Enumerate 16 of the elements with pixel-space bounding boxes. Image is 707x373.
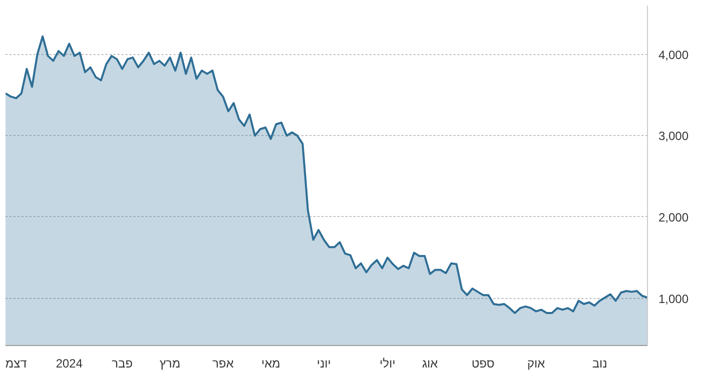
x-tick-label: 2024 (56, 356, 83, 370)
x-tick-label: אוק (527, 356, 546, 370)
y-tick-label: 2,000 (658, 210, 689, 224)
x-tick-label: יוני (316, 356, 331, 370)
x-tick-label: אוג (422, 356, 438, 370)
x-tick-label: מרץ (160, 356, 180, 370)
y-tick-label: 1,000 (658, 292, 689, 306)
y-tick-label: 4,000 (658, 48, 689, 62)
x-tick-label: ספט (472, 356, 495, 370)
x-tick-label: נוב (592, 356, 608, 370)
x-tick-label: פבר (112, 356, 133, 370)
y-tick-label: 3,000 (658, 129, 689, 144)
x-tick-label: דצמ (5, 356, 28, 370)
x-tick-label: יולי (380, 356, 396, 370)
x-tick-label: מאי (261, 356, 280, 370)
x-tick-label: אפר (212, 356, 234, 370)
